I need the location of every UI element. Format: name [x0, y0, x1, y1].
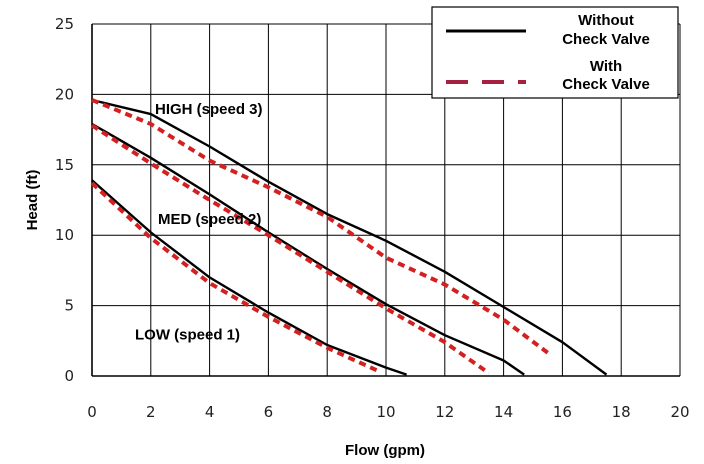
- x-tick-label: 2: [146, 403, 156, 421]
- legend: Without Check Valve With Check Valve: [431, 6, 679, 99]
- x-tick-label: 20: [670, 403, 689, 421]
- x-tick-label: 10: [376, 403, 395, 421]
- legend-box: [431, 6, 679, 99]
- curve-label-low: LOW (speed 1): [135, 326, 240, 343]
- x-tick-labels: 0 2 4 6 8 10 12 14 16 18 20: [87, 403, 689, 421]
- curve-high-with-check-valve: [91, 98, 552, 357]
- x-tick-label: 16: [553, 403, 572, 421]
- y-tick-label: 0: [64, 367, 74, 385]
- legend-label-without-line1: Without: [578, 12, 634, 29]
- series-lines: [90, 98, 608, 376]
- y-tick-labels: 0 5 10 15 20 25: [55, 15, 74, 385]
- x-tick-label: 8: [322, 403, 332, 421]
- x-tick-label: 0: [87, 403, 97, 421]
- x-tick-label: 6: [264, 403, 274, 421]
- y-tick-label: 10: [55, 226, 74, 244]
- y-tick-label: 5: [64, 297, 74, 315]
- curve-low-without-check-valve: [91, 179, 407, 376]
- y-tick-label: 20: [55, 85, 74, 103]
- x-tick-label: 12: [435, 403, 454, 421]
- curve-label-med: MED (speed 2): [158, 211, 261, 228]
- curve-med-without-check-valve: [91, 122, 525, 376]
- x-tick-label: 18: [612, 403, 631, 421]
- legend-label-without-line2: Check Valve: [562, 31, 650, 48]
- curve-high-without-check-valve: [91, 98, 608, 376]
- curve-labels: HIGH (speed 3) MED (speed 2) LOW (speed 1): [135, 101, 263, 343]
- curve-label-high: HIGH (speed 3): [155, 101, 263, 118]
- y-axis-title: Head (ft): [24, 170, 41, 231]
- x-axis-title: Flow (gpm): [345, 442, 425, 459]
- legend-label-with-line2: Check Valve: [562, 76, 650, 93]
- y-tick-label: 25: [55, 15, 74, 33]
- legend-label-with-line1: With: [590, 58, 622, 75]
- curve-med-with-check-valve: [90, 123, 491, 375]
- x-tick-label: 4: [205, 403, 215, 421]
- x-tick-label: 14: [494, 403, 513, 421]
- y-tick-label: 15: [55, 156, 74, 174]
